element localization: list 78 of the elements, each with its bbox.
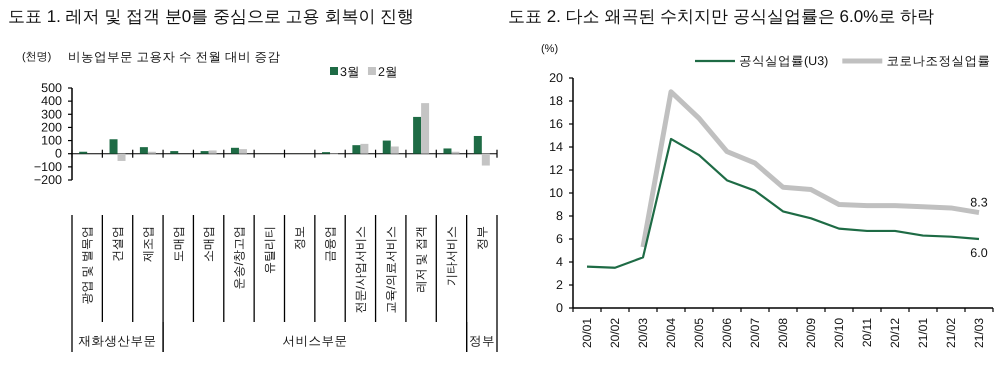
- x-tick-label: 21/03: [972, 318, 986, 348]
- bar: [230, 148, 239, 154]
- x-tick-label: 20/05: [692, 318, 706, 348]
- x-tick-label: 도매업: [171, 226, 186, 262]
- bar: [208, 150, 217, 154]
- y-tick-label: 8: [556, 209, 564, 223]
- y-tick-label: 12: [549, 163, 564, 177]
- x-tick-label: 유틸리티: [262, 226, 276, 274]
- y-tick-label: 18: [549, 94, 564, 108]
- x-tick-label: 레저 및 접객: [414, 226, 428, 293]
- x-tick-label: 금융업: [323, 226, 338, 262]
- x-tick-label: 제조업: [140, 226, 155, 262]
- x-tick-label: 21/01: [916, 318, 930, 348]
- x-tick-label: 기타서비스: [444, 226, 458, 286]
- bar: [360, 144, 368, 154]
- y-tick-label: 500: [41, 81, 62, 95]
- x-tick-label: 21/02: [944, 318, 958, 348]
- x-tick-label: 정보: [292, 226, 307, 250]
- y-tick-label: 16: [549, 117, 564, 131]
- x-tick-label: 20/01: [580, 318, 594, 348]
- y-tick-label: 100: [41, 134, 62, 148]
- y-tick-label: 0: [55, 146, 62, 161]
- x-tick-label: 교육/의료서비스: [384, 226, 398, 314]
- bar: [170, 151, 178, 154]
- y-tick-label: −200: [34, 173, 62, 187]
- y-tick-label: 14: [549, 140, 564, 154]
- x-tick-label: 건설업: [110, 226, 125, 262]
- y-tick-label: 4: [556, 255, 564, 269]
- data-label: 8.3: [970, 196, 988, 210]
- x-tick-label: 20/06: [720, 318, 734, 348]
- x-tick-label: 20/10: [832, 318, 846, 348]
- y-axis-title: (천명): [22, 51, 52, 63]
- bar: [413, 116, 422, 154]
- chart-title: 도표 2. 다소 왜곡된 수치지만 공식실업률은 6.0%로 하락: [508, 7, 934, 26]
- x-tick-label: 20/04: [664, 318, 678, 348]
- x-tick-label: 소매업: [202, 226, 216, 262]
- x-tick-label: 전문/사업서비스: [353, 226, 368, 314]
- y-tick-label: −100: [34, 160, 62, 174]
- y-tick-label: 10: [549, 186, 564, 200]
- text: 재화생산부문: [78, 334, 157, 348]
- bar: [110, 139, 118, 154]
- y-tick-label: 400: [41, 94, 62, 108]
- chart-title: 도표 1. 레저 및 접객 분0를 중심으로 고용 회복이 진행: [8, 7, 414, 26]
- x-tick-label: 20/08: [776, 318, 790, 348]
- bar: [382, 140, 391, 154]
- bar: [443, 148, 452, 154]
- legend-label: 코로나조정실업률: [886, 54, 990, 68]
- y-tick-label: 200: [41, 120, 62, 134]
- bar: [200, 151, 209, 154]
- x-tick-label: 20/11: [860, 318, 874, 348]
- legend-label: 공식실업률(U3): [739, 54, 828, 68]
- legend-label: 2월: [378, 65, 398, 79]
- text: 서비스부문: [282, 334, 348, 348]
- y-tick-label: 6: [556, 232, 564, 246]
- y-tick-label: 2: [556, 278, 564, 292]
- bar: [238, 149, 247, 154]
- chart-subtitle: 비농업부문 고용자 수 전월 대비 증감: [68, 50, 280, 64]
- bar: [140, 147, 148, 154]
- x-tick-label: 20/07: [748, 318, 762, 348]
- x-tick-label: 20/12: [888, 318, 902, 348]
- x-tick-label: 20/02: [608, 318, 622, 348]
- y-tick-label: 20: [549, 71, 564, 85]
- y-tick-label: 0: [556, 301, 564, 315]
- bar: [352, 145, 360, 154]
- x-tick-label: 20/03: [636, 318, 650, 348]
- bar: [390, 146, 399, 154]
- x-tick-label: 20/09: [804, 318, 818, 348]
- x-tick-label: 운송/창고업: [232, 226, 246, 290]
- bar: [118, 154, 126, 161]
- bar: [421, 103, 430, 154]
- legend-label: 3월: [340, 65, 360, 79]
- y-tick-label: 300: [41, 107, 62, 122]
- x-tick-label: 정부: [474, 226, 489, 250]
- y-axis-title: (%): [541, 43, 558, 55]
- bar: [482, 154, 490, 166]
- x-tick-label: 광업 및 벌목업: [80, 226, 94, 305]
- data-label: 6.0: [970, 246, 988, 260]
- bar: [474, 136, 482, 154]
